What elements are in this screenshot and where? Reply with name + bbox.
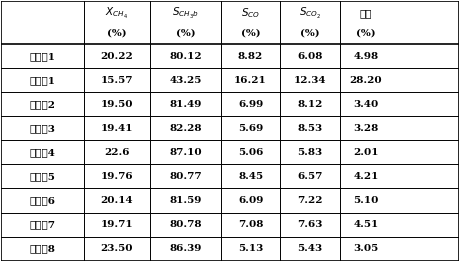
- Text: 实施例6: 实施例6: [29, 196, 56, 205]
- Text: 22.6: 22.6: [104, 148, 129, 157]
- Text: 6.99: 6.99: [237, 100, 263, 109]
- Text: 5.69: 5.69: [237, 124, 263, 133]
- Text: 8.82: 8.82: [237, 52, 263, 61]
- Text: 6.08: 6.08: [297, 52, 322, 61]
- Text: 5.10: 5.10: [353, 196, 378, 205]
- Text: 3.05: 3.05: [353, 244, 378, 253]
- Text: 12.34: 12.34: [293, 76, 325, 85]
- Text: (%): (%): [175, 29, 195, 38]
- Text: 5.43: 5.43: [297, 244, 322, 253]
- Text: 2.01: 2.01: [353, 148, 378, 157]
- Text: 4.51: 4.51: [353, 220, 378, 229]
- Text: 15.57: 15.57: [101, 76, 133, 85]
- Text: 86.39: 86.39: [169, 244, 201, 253]
- Text: 实施例8: 实施例8: [29, 244, 56, 253]
- Text: 19.41: 19.41: [101, 124, 133, 133]
- Text: 实施例7: 实施例7: [29, 220, 56, 229]
- Text: 实施例2: 实施例2: [29, 100, 56, 109]
- Text: 8.53: 8.53: [297, 124, 322, 133]
- Text: (%): (%): [107, 29, 126, 38]
- Text: 3.28: 3.28: [353, 124, 378, 133]
- Text: 4.98: 4.98: [353, 52, 378, 61]
- Text: 8.12: 8.12: [297, 100, 322, 109]
- Text: 实施例4: 实施例4: [29, 148, 56, 157]
- Text: (%): (%): [300, 29, 319, 38]
- Text: $S_{CH_3b}$: $S_{CH_3b}$: [172, 6, 198, 21]
- Text: 7.22: 7.22: [297, 196, 322, 205]
- Text: 81.49: 81.49: [169, 100, 201, 109]
- Text: 81.59: 81.59: [169, 196, 201, 205]
- Text: 6.57: 6.57: [297, 172, 322, 181]
- Text: 87.10: 87.10: [169, 148, 202, 157]
- Text: 7.08: 7.08: [237, 220, 263, 229]
- Text: (%): (%): [240, 29, 260, 38]
- Text: 20.22: 20.22: [100, 52, 133, 61]
- Text: 5.83: 5.83: [297, 148, 322, 157]
- Text: 6.09: 6.09: [237, 196, 263, 205]
- Text: $S_{CO}$: $S_{CO}$: [241, 7, 259, 20]
- Text: (%): (%): [355, 29, 375, 38]
- Text: 23.50: 23.50: [101, 244, 133, 253]
- Text: 比较例1: 比较例1: [29, 76, 56, 85]
- Text: 实施例5: 实施例5: [29, 172, 56, 181]
- Text: 80.78: 80.78: [169, 220, 201, 229]
- Text: 3.40: 3.40: [353, 100, 378, 109]
- Text: 19.76: 19.76: [101, 172, 133, 181]
- Text: $X_{CH_4}$: $X_{CH_4}$: [105, 6, 128, 21]
- Text: 16.21: 16.21: [234, 76, 266, 85]
- Text: 80.12: 80.12: [169, 52, 202, 61]
- Text: 43.25: 43.25: [169, 76, 201, 85]
- Text: 5.13: 5.13: [237, 244, 263, 253]
- Text: 20.14: 20.14: [101, 196, 133, 205]
- Text: 19.71: 19.71: [101, 220, 133, 229]
- Text: 8.45: 8.45: [237, 172, 263, 181]
- Text: $S_{CO_2}$: $S_{CO_2}$: [298, 6, 320, 21]
- Text: 82.28: 82.28: [169, 124, 201, 133]
- Text: 5.06: 5.06: [237, 148, 263, 157]
- Text: 28.20: 28.20: [349, 76, 381, 85]
- Text: 其他: 其他: [359, 9, 371, 18]
- Text: 19.50: 19.50: [101, 100, 133, 109]
- Text: 4.21: 4.21: [353, 172, 378, 181]
- Text: 7.63: 7.63: [297, 220, 322, 229]
- Text: 实施例1: 实施例1: [29, 52, 56, 61]
- Text: 80.77: 80.77: [169, 172, 202, 181]
- Text: 实施例3: 实施例3: [29, 124, 56, 133]
